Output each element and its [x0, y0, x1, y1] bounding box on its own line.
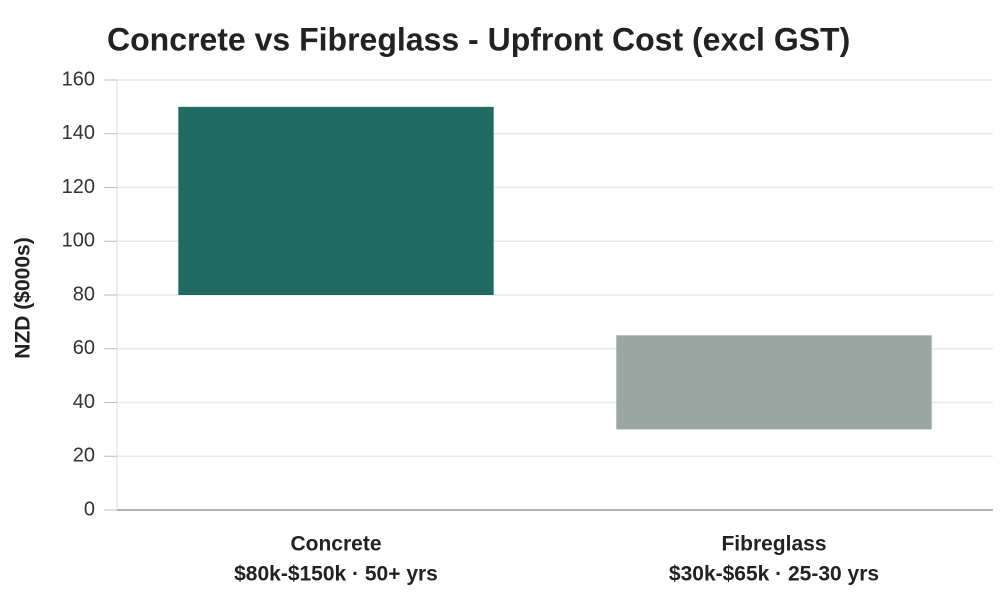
bar	[616, 335, 932, 430]
x-tick-sublabel: $80k-$150k · 50+ yrs	[234, 563, 438, 586]
y-tick-label: 80	[73, 283, 95, 305]
x-tick-label: Fibreglass	[721, 533, 826, 556]
y-tick-label: 20	[73, 445, 95, 467]
x-tick-sublabel: $30k-$65k · 25-30 yrs	[669, 563, 879, 586]
chart-title: Concrete vs Fibreglass - Upfront Cost (e…	[107, 21, 850, 57]
y-axis-label: NZD ($000s)	[12, 237, 35, 358]
y-tick-label: 100	[62, 230, 95, 252]
y-tick-label: 120	[62, 176, 95, 198]
y-tick-label: 0	[84, 498, 95, 520]
y-tick-label: 140	[62, 122, 95, 144]
bar	[178, 106, 494, 295]
y-tick-label: 40	[73, 391, 95, 413]
x-tick-label: Concrete	[290, 533, 381, 556]
y-tick-label: 60	[73, 337, 95, 359]
y-tick-label: 160	[62, 68, 95, 90]
